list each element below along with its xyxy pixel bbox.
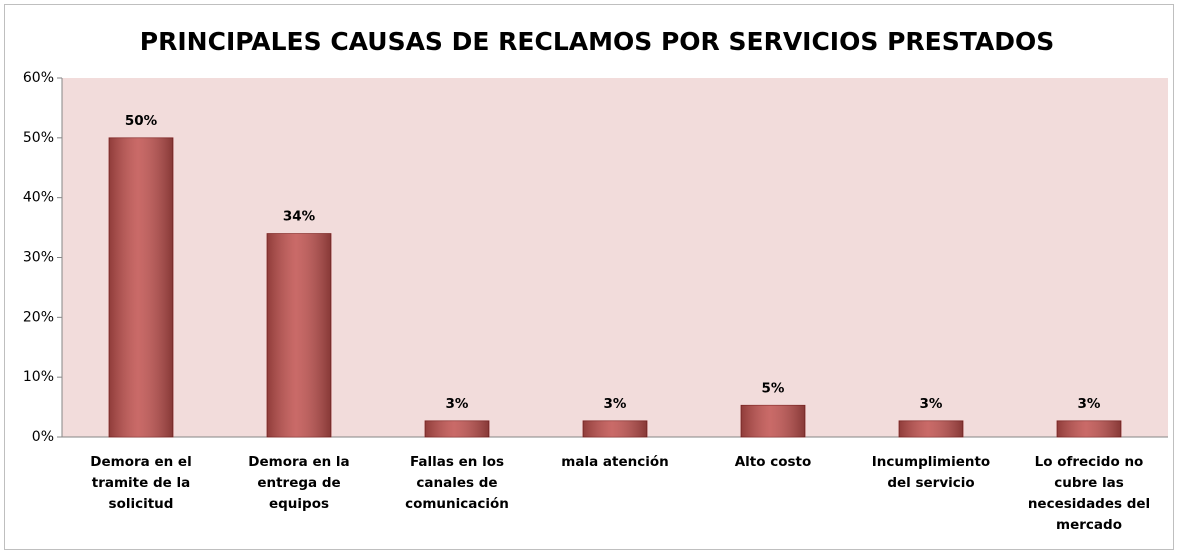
y-tick-label: 60% [23,70,54,86]
data-label: 50% [125,113,158,129]
x-tick-label: mala atención [561,454,669,470]
y-tick-label: 20% [23,309,54,325]
bar-shade [899,420,963,437]
x-tick-label: Lo ofrecido no cubre las necesidades del… [1027,454,1151,533]
bar-shade [1057,420,1121,437]
x-tick-label: Demora en la entrega de equipos [248,454,350,512]
data-label: 34% [283,209,316,225]
y-tick-label: 50% [23,130,54,146]
x-tick-label: Alto costo [734,454,812,470]
data-label: 3% [1078,396,1101,412]
data-label: 3% [604,396,627,412]
chart-title: PRINCIPALES CAUSAS DE RECLAMOS POR SERVI… [140,27,1054,56]
y-tick-label: 40% [23,190,54,206]
data-label: 5% [762,380,785,396]
x-tick-label: Demora en el tramite de la solicitud [90,454,192,512]
x-tick-label: Fallas en los canales de comunicación [405,454,509,512]
bar-shade [583,420,647,437]
bar-shade [109,137,173,438]
y-tick-label: 10% [23,369,54,385]
x-tick-label: Incumplimiento del servicio [871,454,991,491]
data-label: 3% [446,396,469,412]
bar-shade [267,233,331,437]
bar-shade [425,420,489,437]
data-label: 3% [920,396,943,412]
plot-area [62,78,1168,437]
y-tick-label: 30% [23,250,54,266]
y-tick-label: 0% [32,429,54,445]
bar-shade [741,405,805,437]
